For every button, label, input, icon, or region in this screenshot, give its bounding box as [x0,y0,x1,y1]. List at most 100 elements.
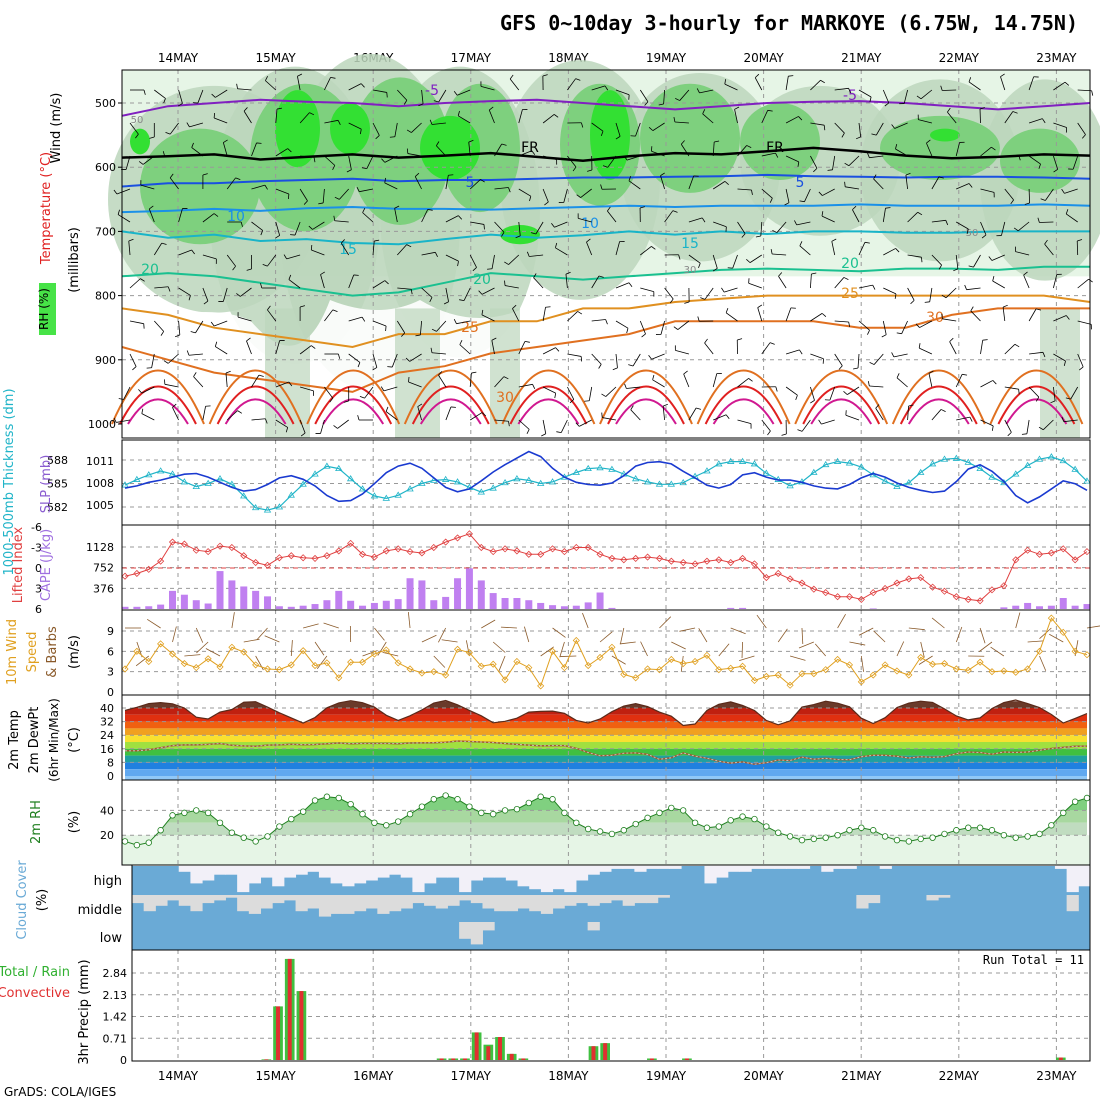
wind-barb [966,287,981,291]
wind-barb [901,320,908,334]
wind10m-barb [990,646,1005,657]
cloud-cell [646,895,659,904]
wind-barb [265,80,277,91]
thickness-point [738,457,747,464]
isotherm-label: 10 [227,209,245,225]
cape-bar [157,604,165,609]
cape-bar [537,602,545,609]
wind-barb [333,425,338,429]
wind-barb [215,346,228,355]
wind-barb [964,284,967,290]
wind-barb [947,111,957,124]
wind-barb [600,131,604,137]
time-tick-label: 20MAY [743,51,784,65]
wind10m-point [501,676,509,684]
wind-barb [481,412,487,417]
wind10m-point [703,651,711,659]
rh2m-band [125,810,1087,823]
cloud-cell [552,866,565,890]
cloud-cell [213,866,226,875]
wind-barb [372,122,380,136]
precip-conv-bar [451,1058,456,1060]
cloud-cell [424,866,437,884]
wind-barb [818,419,822,425]
cloud-cell [634,866,647,872]
wind-barb [555,347,560,352]
wind-barb [896,373,900,378]
wind-barb [1002,304,1008,308]
wind-barb [907,254,922,258]
rh2m-point [276,823,283,830]
wind-barb [652,379,665,388]
dewpt2m-dash [125,740,1088,765]
lifted-point [608,554,616,562]
footer-credit: GrADS: COLA/IGES [4,1085,116,1099]
cloud-cell [599,866,612,872]
cloud-cell [190,895,203,912]
wind10m-point [798,670,806,678]
isotherm-surface [322,398,385,425]
wind-barb [542,74,548,77]
wind-barb [372,353,378,368]
cloud-cell [202,866,215,881]
wind-barb [607,206,611,212]
wind-barb [533,273,537,278]
cloud-cell [739,866,752,872]
lifted-point [715,556,723,564]
wind-barb [575,78,581,81]
rh2m-point [335,794,342,802]
wind10m-point [382,646,390,654]
wind-barb [213,213,219,217]
wind-barb [172,403,177,408]
wind-barb [359,395,365,399]
wind-barb [869,362,875,365]
wind-barb [364,386,374,399]
cloud-cell [1066,895,1079,912]
wind-barb [683,370,688,375]
wind-barb [359,188,374,193]
wind-barb [746,145,752,148]
wind-barb [696,88,700,94]
wind-barb [275,381,290,388]
wind-barb [749,254,763,263]
wind-barb [457,115,471,124]
wind-barb [867,152,870,158]
wind-barb [757,307,763,322]
thickness-point [323,462,331,469]
lifted-point [976,597,984,605]
wind-barb [411,122,422,133]
wind-barb [630,409,641,421]
wind-barb [285,427,289,433]
cape-bar [169,590,177,609]
wind-barb [197,89,204,104]
ytick-label: 700 [95,225,116,238]
wind10m-barb [1086,625,1100,629]
cape-bar [513,598,521,609]
wind-barb [674,121,689,124]
wind10m-point [192,664,200,672]
wind-barb [258,374,264,377]
lifted-point [121,572,129,580]
wind-barb [142,155,155,165]
rh-shade-green [880,115,1000,181]
panel-frame [131,949,1091,1062]
wind-barb [746,259,751,263]
wind-barb [1040,198,1046,201]
wind-barb [1023,271,1028,276]
wind-barb [947,107,951,113]
wind-barb [894,293,897,299]
wind-barb [797,161,800,167]
wind10m-point [121,665,129,673]
cloud-cell [318,866,332,878]
wind-barb [154,286,169,289]
wind-barb [481,309,484,315]
ytick-label-left: -6 [31,521,42,534]
cloud-cell [435,866,448,878]
cape-bar [727,607,735,609]
wind-barb [1004,111,1014,124]
wind-barb [834,277,845,289]
cloud-cell [248,866,262,884]
wind-barb [664,287,674,300]
wind10m-barb [323,622,339,629]
wind-barb [334,220,349,223]
